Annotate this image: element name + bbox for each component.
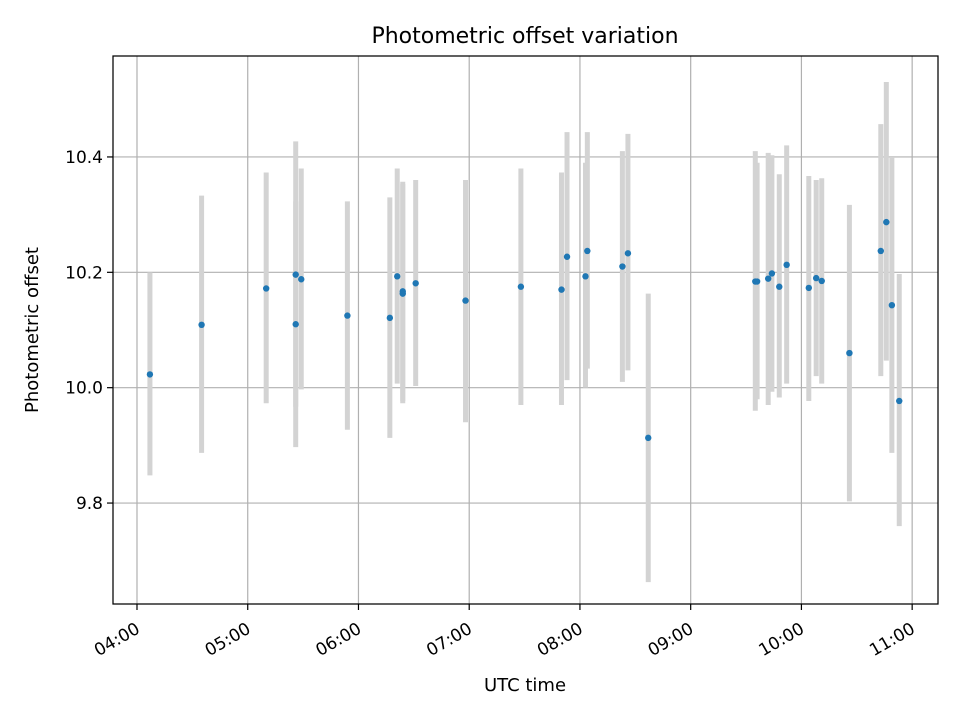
y-axis-ticks: 9.8 10.0 10.2 10.4 (65, 148, 113, 514)
data-point (846, 349, 853, 357)
y-tick-label: 9.8 (76, 494, 103, 514)
data-point (645, 434, 652, 442)
data-points (146, 218, 903, 442)
data-point (765, 275, 772, 282)
data-point (582, 273, 589, 280)
data-point (805, 284, 813, 292)
grid-lines (113, 56, 938, 604)
y-tick-label: 10.0 (65, 379, 103, 399)
data-point (399, 290, 406, 297)
data-point (344, 312, 351, 319)
data-point (563, 253, 571, 260)
y-axis-label: Photometric offset (22, 247, 43, 413)
data-point (768, 270, 776, 277)
data-point (298, 276, 305, 283)
data-point (883, 218, 890, 226)
data-point (888, 301, 896, 309)
data-point (584, 247, 591, 255)
data-point (262, 285, 270, 292)
data-point (619, 263, 626, 270)
data-point (896, 397, 903, 405)
data-point (394, 273, 401, 280)
data-point (386, 314, 394, 322)
data-point (146, 371, 154, 378)
data-point (292, 321, 299, 328)
x-axis-label: UTC time (484, 675, 566, 696)
data-point (783, 261, 790, 269)
data-point (877, 247, 884, 255)
data-point (558, 286, 565, 293)
chart-title: Photometric offset variation (371, 24, 678, 49)
data-point (812, 274, 820, 282)
data-point (776, 283, 783, 290)
data-point (753, 278, 761, 285)
data-point (412, 280, 419, 287)
data-point (818, 277, 825, 285)
data-point (198, 321, 205, 329)
data-point (624, 250, 632, 257)
y-tick-label: 10.4 (65, 148, 103, 168)
data-point (462, 297, 469, 304)
y-tick-label: 10.2 (65, 263, 103, 283)
plot-frame (112, 55, 939, 605)
data-point (292, 271, 299, 278)
data-point (517, 283, 525, 290)
